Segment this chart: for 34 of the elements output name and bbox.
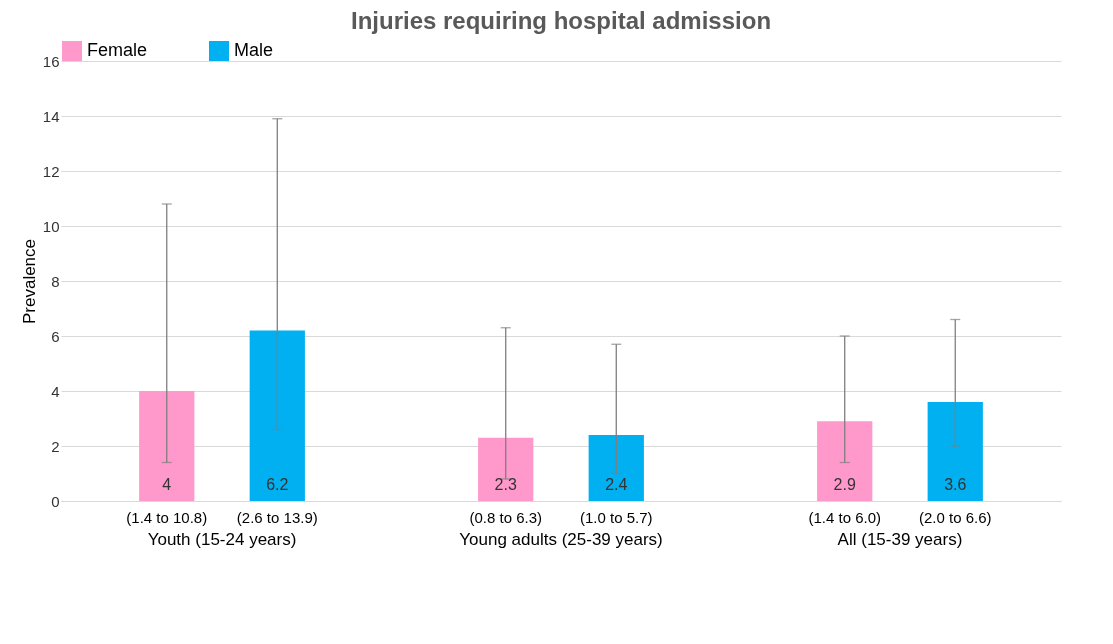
chart-title: Injuries requiring hospital admission [350,7,772,34]
text: (1.4 to 10.8) [126,509,208,526]
y-tick-label: 10 [42,217,60,235]
x-tick-label: Young adults (25-39 years) [459,529,663,549]
text: (2.6 to 13.9) [236,509,318,526]
bar [927,402,983,501]
y-tick-label: 12 [42,162,60,180]
bar [817,421,873,501]
text: (2.0 to 6.6) [918,509,992,526]
x-tick-label: Youth (15-24 years) [147,529,297,549]
data-label: 2.3 [494,476,517,493]
y-tick-label: 0 [51,492,60,510]
text: (1.0 to 5.7) [580,509,653,526]
y-tick-label: 6 [51,327,60,345]
data-label: 4 [162,476,172,493]
bar [478,437,534,501]
bar [139,391,195,501]
data-label: 2.9 [833,476,856,493]
y-axis-title: Prevalence [19,238,39,325]
y-tick-label: 8 [51,272,60,290]
y-tick-label: 2 [51,437,60,455]
bar [249,330,305,501]
y-tick-label: 16 [42,52,60,70]
x-tick-label: All (15-39 years) [837,529,963,549]
y-tick-label: 4 [51,382,60,400]
data-label: 6.2 [266,476,289,493]
text: (0.8 to 6.3) [469,509,542,526]
text: (1.4 to 6.0) [808,509,881,526]
data-label: 3.6 [944,476,967,493]
data-label: 2.4 [605,476,628,493]
legend-label: Male [234,40,274,60]
bar [588,435,644,501]
y-tick-label: 14 [42,107,60,125]
legend-label: Female [87,40,148,60]
